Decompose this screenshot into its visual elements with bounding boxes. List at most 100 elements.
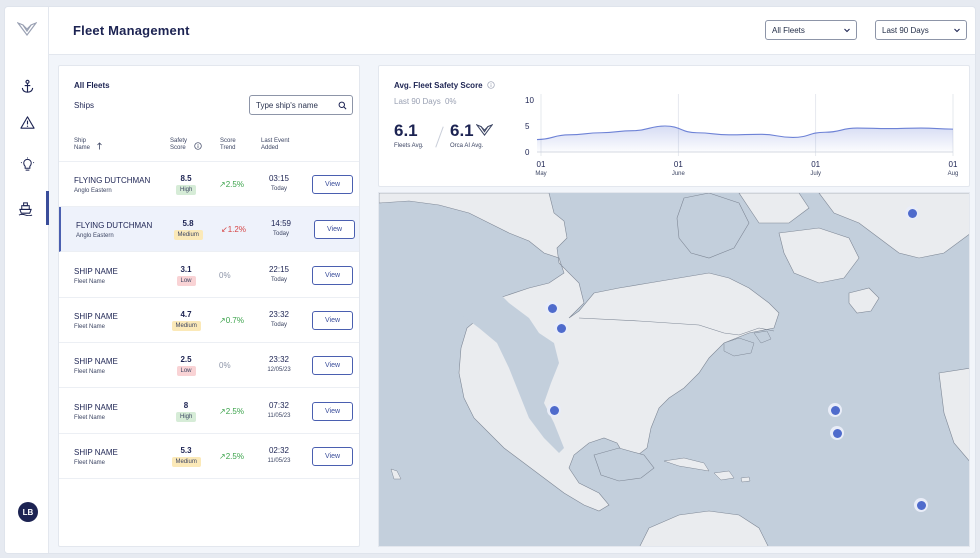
- view-ship-button[interactable]: View: [312, 310, 353, 330]
- ship-search[interactable]: [249, 95, 353, 115]
- ship-location-marker[interactable]: [547, 403, 561, 417]
- land-north-america: [379, 193, 780, 512]
- chevron-down-icon: [844, 28, 850, 33]
- x-tick-month: July: [810, 171, 821, 177]
- ship-name: SHIP NAME: [74, 311, 118, 321]
- land-cuba: [663, 457, 710, 472]
- fleet-select-value: All Fleets: [772, 25, 805, 35]
- safety-score: 2.5: [180, 355, 192, 365]
- last-event-date: Today: [270, 321, 287, 328]
- fleet-map[interactable]: [378, 192, 970, 547]
- water-gulf-of-mexico: [593, 447, 655, 482]
- app-frame: LB Fleet Management All Fleets Last 90 D…: [4, 6, 976, 554]
- ship-location-marker[interactable]: [545, 301, 559, 315]
- x-tick-month: Aug: [948, 171, 959, 177]
- header-divider: [59, 161, 359, 162]
- avg-score-title: Avg. Fleet Safety Score: [394, 81, 495, 90]
- sidebar-item-events[interactable]: [5, 105, 49, 139]
- safety-score: 8.5: [180, 174, 192, 183]
- period-select[interactable]: Last 90 Days: [875, 20, 967, 40]
- ship-row[interactable]: FLYING DUTCHMAN Anglo Eastern 8.5 High ↗2.5%…: [59, 162, 359, 207]
- map-canvas[interactable]: [379, 193, 970, 547]
- user-avatar[interactable]: LB: [18, 502, 38, 522]
- page-header: Fleet Management All Fleets Last 90 Days: [49, 7, 975, 55]
- last-event-time: 22:15: [268, 264, 290, 274]
- land-newfoundland: [848, 287, 880, 314]
- last-event-date: 11/05/23: [267, 457, 291, 464]
- fleets-avg-value: 6.1: [394, 121, 418, 140]
- safety-level-badge: Medium: [171, 320, 201, 331]
- ship-row[interactable]: SHIP NAME Fleet Name 2.5 Low 0% 23:32 12/05/23…: [59, 343, 359, 389]
- ship-location-marker[interactable]: [828, 403, 842, 417]
- ship-location-marker[interactable]: [830, 426, 844, 440]
- sort-arrow-up-icon[interactable]: [96, 142, 103, 150]
- view-ship-button[interactable]: View: [312, 175, 353, 194]
- view-ship-button[interactable]: View: [312, 401, 353, 421]
- last-event-time: 03:15: [268, 174, 290, 183]
- water-hudson-bay: [676, 193, 750, 259]
- lightbulb-icon: [20, 156, 34, 171]
- ship-location-marker[interactable]: [905, 206, 919, 220]
- ship-location-marker[interactable]: [554, 321, 568, 335]
- ship-search-input[interactable]: [256, 100, 336, 110]
- column-header-trend[interactable]: Score Trend: [220, 138, 236, 151]
- last-event-time: 23:32: [268, 355, 290, 365]
- ship-row[interactable]: SHIP NAME Fleet Name 5.3 Medium ↗2.5% 02:32 11…: [59, 434, 359, 479]
- sidebar-item-insights[interactable]: [5, 147, 49, 181]
- ship-row[interactable]: FLYING DUTCHMAN Anglo Eastern 5.8 Medium ↙1.…: [59, 207, 359, 253]
- info-icon[interactable]: [487, 81, 495, 89]
- safety-score: 3.1: [180, 264, 192, 274]
- land-hispaniola: [713, 470, 735, 481]
- ship-icon: [18, 201, 33, 216]
- safety-level-badge: Medium: [171, 456, 201, 467]
- last-event-date: Today: [270, 276, 287, 283]
- column-header-event[interactable]: Last Event Added: [261, 138, 290, 151]
- search-icon[interactable]: [338, 101, 347, 110]
- border-us-canada: [578, 317, 775, 336]
- orca-logo-icon: [17, 21, 37, 36]
- column-header-name[interactable]: Ship Name: [74, 138, 91, 151]
- land-arctic-islands: [738, 193, 810, 224]
- chevron-down-icon: [954, 28, 960, 33]
- info-icon[interactable]: [194, 142, 202, 150]
- avg-score-change: 0%: [444, 97, 457, 106]
- ship-row[interactable]: SHIP NAME Fleet Name 4.7 Medium ↗0.7% 23:32 To…: [59, 298, 359, 343]
- last-event-time: 02:32: [268, 445, 290, 455]
- orca-avg-value: 6.1: [450, 121, 474, 140]
- view-ship-button[interactable]: View: [312, 356, 353, 376]
- view-ship-button[interactable]: View: [314, 220, 355, 240]
- x-tick-day: 01: [537, 160, 546, 169]
- view-ship-button[interactable]: View: [312, 446, 353, 466]
- water-great-lakes: [723, 337, 755, 357]
- land-hawaii: [390, 468, 402, 480]
- divider: [435, 126, 444, 148]
- view-ship-button[interactable]: View: [312, 265, 353, 285]
- fleet-name: Fleet Name: [74, 278, 106, 285]
- series-line[interactable]: [536, 125, 954, 141]
- ship-row[interactable]: SHIP NAME Fleet Name 3.1 Low 0% 22:15 Today Vie…: [59, 253, 359, 298]
- last-event-date: Today: [270, 186, 287, 192]
- avg-score-panel: Avg. Fleet Safety Score Last 90 Days 0% …: [378, 65, 970, 187]
- series-area: [537, 126, 953, 152]
- sidebar-item-ships[interactable]: [5, 191, 49, 225]
- sidebar-item-anchor[interactable]: [5, 69, 49, 103]
- safety-score: 5.8: [182, 219, 194, 229]
- x-tick-day: 01: [674, 160, 683, 169]
- safety-score: 4.7: [180, 309, 192, 319]
- water-great-lakes-2: [753, 330, 772, 344]
- y-tick-label: 0: [525, 148, 530, 157]
- sidebar: LB: [5, 7, 49, 553]
- fleet-select[interactable]: All Fleets: [765, 20, 857, 40]
- ship-name: SHIP NAME: [74, 357, 118, 367]
- ships-panel-subtitle: Ships: [74, 101, 95, 110]
- fleet-name: Fleet Name: [74, 414, 106, 421]
- land-west-coast: [379, 233, 564, 453]
- safety-score: 8: [183, 400, 189, 410]
- warning-icon: [19, 115, 35, 129]
- score-trend: ↗2.5%: [219, 451, 244, 461]
- land-south-america: [639, 510, 769, 546]
- land-africa: [938, 368, 969, 462]
- ship-location-marker[interactable]: [914, 498, 928, 512]
- ship-row[interactable]: SHIP NAME Fleet Name 8 High ↗2.5% 07:32 11/05/…: [59, 389, 359, 434]
- column-header-score[interactable]: Safety Score: [170, 138, 188, 151]
